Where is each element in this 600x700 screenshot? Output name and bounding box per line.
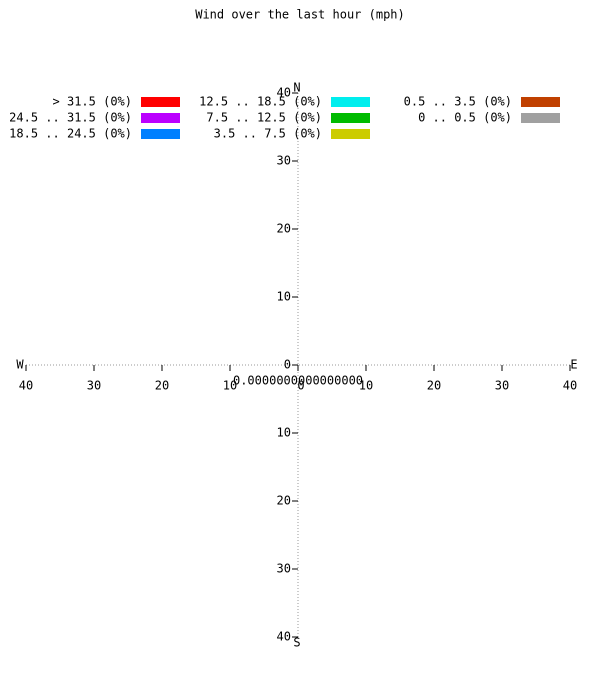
- x-tick-label: 40: [19, 379, 33, 393]
- y-tick-label: 40: [277, 630, 291, 644]
- chart-title: Wind over the last hour (mph): [195, 8, 405, 22]
- legend-label: 12.5 .. 18.5 (0%): [199, 95, 322, 109]
- x-tick-label: 20: [427, 379, 441, 393]
- compass-label: E: [570, 358, 577, 372]
- y-tick-label: 10: [277, 426, 291, 440]
- center-label: 0.0000000000000000: [233, 374, 363, 388]
- legend-swatch: [331, 129, 370, 139]
- legend-label: 0.5 .. 3.5 (0%): [404, 95, 512, 109]
- compass-label: S: [293, 636, 300, 650]
- x-tick-label: 30: [87, 379, 101, 393]
- compass-label: N: [293, 81, 300, 95]
- y-tick-label: 30: [277, 562, 291, 576]
- legend-label: 7.5 .. 12.5 (0%): [206, 111, 322, 125]
- legend-label: 0 .. 0.5 (0%): [418, 111, 512, 125]
- legend-label: 18.5 .. 24.5 (0%): [9, 127, 132, 141]
- legend-swatch: [331, 113, 370, 123]
- legend-swatch: [331, 97, 370, 107]
- y-tick-label: 20: [277, 222, 291, 236]
- y-tick-label: 0: [284, 358, 291, 372]
- legend-swatch: [521, 97, 560, 107]
- legend-label: > 31.5 (0%): [53, 95, 132, 109]
- x-tick-label: 20: [155, 379, 169, 393]
- y-tick-label: 40: [277, 86, 291, 100]
- legend-label: 3.5 .. 7.5 (0%): [214, 127, 322, 141]
- compass-label: W: [16, 358, 24, 372]
- legend-swatch: [141, 97, 180, 107]
- y-tick-label: 30: [277, 154, 291, 168]
- legend-swatch: [141, 129, 180, 139]
- legend-swatch: [521, 113, 560, 123]
- legend-label: 24.5 .. 31.5 (0%): [9, 111, 132, 125]
- legend-swatch: [141, 113, 180, 123]
- x-tick-label: 0: [297, 379, 304, 393]
- x-tick-label: 10: [359, 379, 373, 393]
- x-tick-label: 30: [495, 379, 509, 393]
- x-tick-label: 10: [223, 379, 237, 393]
- x-tick-label: 40: [563, 379, 577, 393]
- y-tick-label: 20: [277, 494, 291, 508]
- y-tick-label: 10: [277, 290, 291, 304]
